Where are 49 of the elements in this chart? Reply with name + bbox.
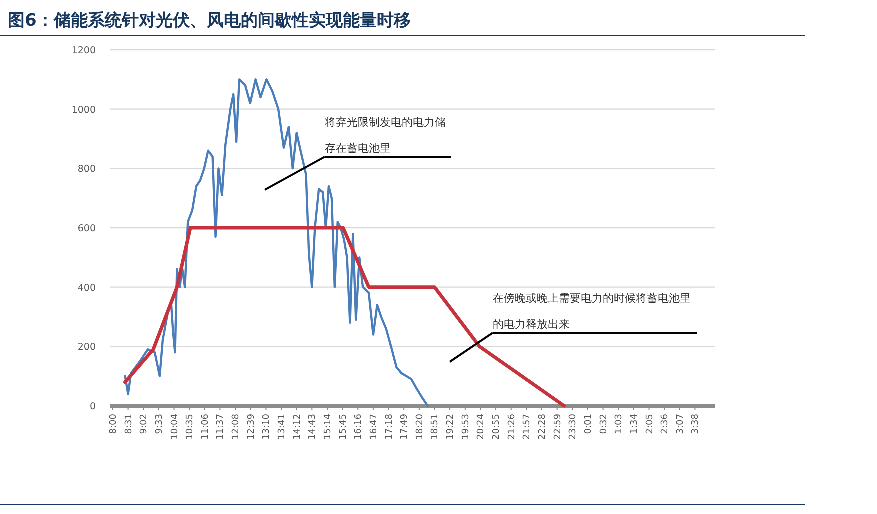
x-tick-label: 16:16 xyxy=(354,414,364,440)
x-tick-label: 14:12 xyxy=(292,414,303,440)
x-tick-label: 2:36 xyxy=(660,414,671,434)
x-tick-label: 18:20 xyxy=(415,414,426,440)
x-tick-label: 1:34 xyxy=(630,414,640,434)
x-tick-label: 8:31 xyxy=(124,414,134,434)
x-tick-label: 15:45 xyxy=(338,414,349,440)
x-tick-label: 9:33 xyxy=(154,414,165,434)
y-tick-label: 0 xyxy=(90,402,96,412)
x-tick-label: 11:37 xyxy=(216,414,226,440)
chart-title: 图6：储能系统针对光伏、风电的间歇性实现能量时移 xyxy=(8,11,411,31)
annotation: 在傍晚或晚上需要电力的时候将蓄电池里的电力释放出来 xyxy=(493,292,691,331)
x-tick-label: 3:38 xyxy=(691,414,702,434)
x-tick-label: 21:26 xyxy=(507,414,518,440)
x-tick-label: 21:57 xyxy=(522,414,533,440)
x-tick-label: 1:03 xyxy=(614,414,625,434)
y-tick-label: 800 xyxy=(78,164,96,176)
x-tick-label: 13:41 xyxy=(278,414,288,440)
x-tick-label: 2:05 xyxy=(645,414,656,434)
x-tick-label: 0:01 xyxy=(584,414,594,434)
y-tick-label: 1200 xyxy=(72,46,96,56)
x-tick-label: 17:49 xyxy=(400,414,410,440)
y-tick-label: 1000 xyxy=(72,104,96,116)
x-tick-label: 13:10 xyxy=(262,414,272,440)
x-tick-label: 19:53 xyxy=(461,414,472,440)
y-tick-label: 400 xyxy=(78,282,96,294)
x-tick-label: 9:02 xyxy=(140,414,150,434)
y-tick-label: 600 xyxy=(78,224,96,234)
x-tick-label: 14:43 xyxy=(308,414,318,440)
y-tick-label: 200 xyxy=(78,342,96,354)
x-tick-label: 11:06 xyxy=(200,414,211,440)
x-tick-label: 0:32 xyxy=(599,414,610,434)
x-tick-label: 20:55 xyxy=(492,414,502,440)
annotation: 将弃光限制发电的电力储存在蓄电池里 xyxy=(324,116,446,155)
x-tick-label: 23:30 xyxy=(568,414,579,440)
x-tick-label: 20:24 xyxy=(476,414,487,440)
x-tick-label: 12:08 xyxy=(232,414,242,440)
x-tick-label: 8:00 xyxy=(108,414,119,434)
x-tick-label: 12:39 xyxy=(246,414,257,440)
x-tick-label: 10:04 xyxy=(170,414,180,440)
x-tick-label: 15:14 xyxy=(323,414,334,440)
x-tick-label: 17:18 xyxy=(384,414,395,440)
x-tick-label: 19:22 xyxy=(446,414,456,440)
x-tick-label: 18:51 xyxy=(430,414,441,440)
x-tick-label: 16:47 xyxy=(369,414,380,440)
x-tick-label: 3:07 xyxy=(676,414,686,434)
x-tick-label: 22:59 xyxy=(553,414,564,440)
x-tick-label: 22:28 xyxy=(538,414,548,440)
x-tick-label: 10:35 xyxy=(186,414,196,440)
